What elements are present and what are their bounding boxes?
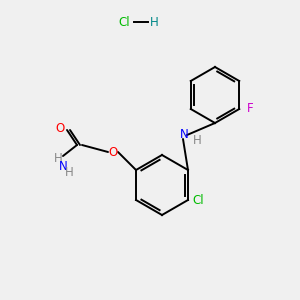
Text: H: H (64, 167, 74, 179)
Text: H: H (193, 134, 202, 146)
Text: N: N (58, 160, 68, 172)
Text: O: O (108, 146, 118, 158)
Text: O: O (56, 122, 64, 134)
Text: H: H (54, 152, 62, 164)
Text: Cl: Cl (118, 16, 130, 28)
Text: F: F (247, 103, 254, 116)
Text: N: N (180, 128, 188, 142)
Text: H: H (150, 16, 159, 28)
Text: Cl: Cl (192, 194, 204, 206)
